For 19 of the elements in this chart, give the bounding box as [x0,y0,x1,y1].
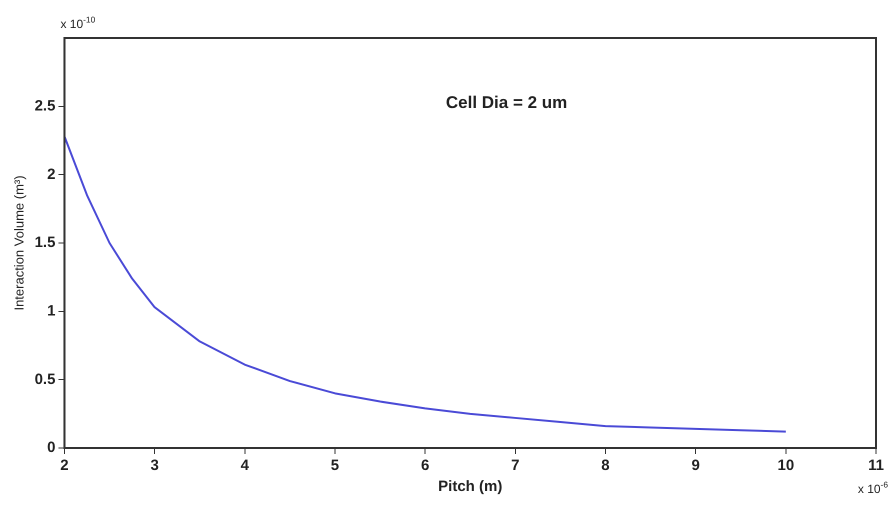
x-tick-label: 7 [511,457,520,474]
x-tick-label: 10 [777,457,794,474]
y-tick-label: 2 [47,166,56,183]
x-tick-label: 11 [868,457,884,474]
x-tick-label: 6 [420,457,430,474]
annotation: Cell Dia = 2 um [446,93,568,112]
x-axis-title: Pitch (m) [438,478,502,496]
y-tick-label: 0 [47,439,56,456]
y-tick-label: 2.5 [34,97,56,114]
y-tick-label: 0.5 [34,370,56,388]
x-tick-label: 8 [601,457,610,474]
x-tick-label: 3 [150,457,159,474]
x-tick-label: 2 [60,457,69,474]
x-tick-label: 4 [240,457,250,474]
y-tick-label: 1 [47,302,56,320]
y-axis-title: Interaction Volume (m³) [11,175,26,311]
x-tick-label: 9 [691,457,700,474]
x-tick-label: 5 [330,457,340,474]
y-tick-label: 1.5 [34,234,56,252]
